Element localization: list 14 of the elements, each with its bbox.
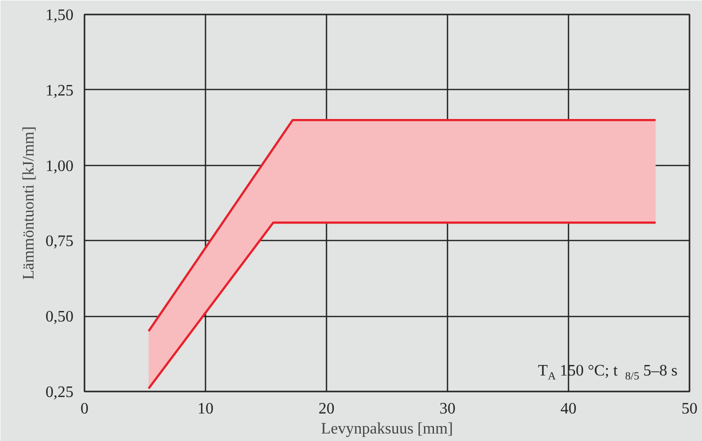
y-tick-label: 1,50 [46,7,74,24]
x-tick-label: 10 [198,400,214,418]
y-tick-label: 1,00 [46,158,74,175]
y-tick-label: 0,50 [46,308,74,326]
y-axis-title: Lämmöntuonti [kJ/mm] [20,126,38,280]
y-tick-label: 1,25 [46,82,74,100]
x-tick-label: 30 [440,400,456,418]
x-axis-title: Levynpaksuus [mm] [321,420,453,438]
x-tick-label: 20 [318,400,334,418]
x-tick-label: 50 [682,400,698,418]
y-tick-label: 0,25 [46,384,74,401]
x-tick-label: 40 [560,400,576,418]
x-tick-label: 0 [80,400,88,418]
y-tick-label: 0,75 [46,233,74,250]
